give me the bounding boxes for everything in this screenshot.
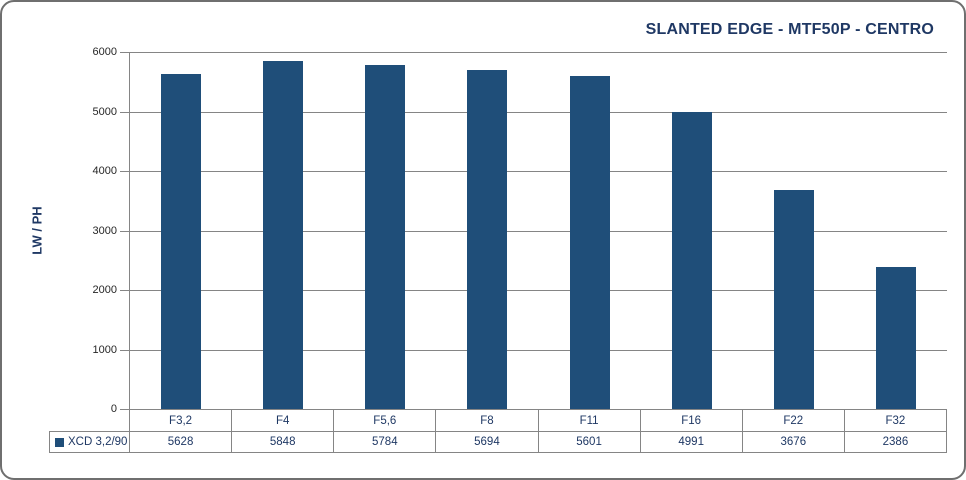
y-tick-label: 0 (110, 403, 117, 415)
y-axis-tick-labels: 6000 5000 4000 3000 2000 1000 0 (52, 46, 117, 415)
value-cell: 3676 (743, 432, 845, 452)
value-row: XCD 3,2/90 5628 5848 5784 5694 5601 4991… (49, 431, 947, 453)
bar-column (743, 52, 845, 409)
value-cell: 5848 (232, 432, 335, 452)
category-cell: F5,6 (334, 410, 437, 431)
y-tick-label: 2000 (92, 284, 117, 296)
category-cell: F4 (232, 410, 335, 431)
category-cell: F16 (641, 410, 743, 431)
plot-area (129, 52, 947, 409)
bar (875, 267, 916, 409)
category-cell: F3,2 (130, 410, 233, 431)
y-tick-label: 5000 (92, 105, 117, 118)
gridline (130, 111, 947, 113)
bar (773, 190, 814, 409)
bar (569, 75, 610, 409)
y-tick-mark (120, 111, 130, 113)
bar (161, 74, 202, 409)
legend-cell: XCD 3,2/90 (50, 432, 130, 452)
y-tick-mark (120, 230, 130, 232)
value-cell: 5784 (334, 432, 437, 452)
gridline (130, 349, 947, 351)
y-tick-mark (120, 52, 130, 53)
y-tick-label: 4000 (92, 165, 117, 177)
legend-series-marker-icon (55, 437, 64, 447)
gridline (130, 290, 947, 291)
gridline (130, 230, 947, 232)
bar-column (436, 52, 538, 409)
value-cell: 5601 (539, 432, 641, 452)
y-tick-mark (120, 349, 130, 351)
y-tick-mark (120, 290, 130, 291)
bar (467, 70, 508, 409)
gridline (130, 52, 947, 53)
value-cell: 5628 (130, 432, 233, 452)
y-tick-mark (120, 171, 130, 172)
value-cell: 4991 (641, 432, 743, 452)
y-axis-title-text: LW / PH (29, 206, 45, 255)
category-cell: F22 (743, 410, 845, 431)
bar-column (334, 52, 436, 409)
category-cell: F8 (436, 410, 539, 431)
bar (263, 61, 304, 409)
bar (671, 112, 712, 409)
bar-column (232, 52, 334, 409)
gridline (130, 171, 947, 172)
chart-title: SLANTED EDGE - MTF50P - CENTRO (645, 21, 934, 38)
y-axis-title: LW / PH (26, 52, 48, 409)
y-tick-mark (120, 409, 130, 410)
bar-column (130, 52, 232, 409)
bar (365, 64, 406, 409)
bar-column (641, 52, 743, 409)
value-cell: 2386 (882, 436, 909, 448)
y-tick-label: 3000 (92, 224, 117, 237)
category-cell: F32 (885, 414, 906, 427)
bars-group (130, 52, 947, 409)
y-tick-label: 6000 (92, 46, 117, 58)
legend-series-label: XCD 3,2/90 (68, 436, 128, 448)
y-axis-tick-marks (120, 52, 130, 410)
category-cell: F11 (539, 410, 641, 431)
bar-column (539, 52, 641, 409)
bar-column (845, 52, 947, 409)
value-cell: 5694 (436, 432, 539, 452)
category-row: F3,2 F4 F5,6 F8 F11 F16 F22 F32 (129, 409, 947, 431)
y-tick-label: 1000 (92, 343, 117, 356)
